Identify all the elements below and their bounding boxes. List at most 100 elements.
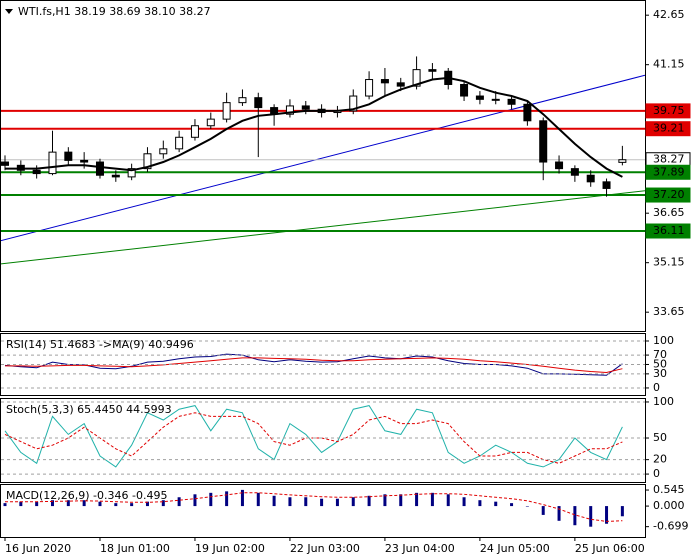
level-label: 38.27 [653,153,685,166]
panel-frame [0,484,646,538]
panel-frame [0,398,646,483]
macd-bar [462,497,466,507]
level-label-box [645,223,691,239]
signal-line [5,492,623,522]
candle-body [285,105,294,115]
candle-body [396,82,405,87]
candle-body [412,69,421,87]
candle-body [428,69,437,72]
y-tick-label: 35.15 [653,256,685,269]
y-tick-label: 0 [653,381,660,394]
x-tick-label: 22 Jun 03:00 [290,542,360,555]
macd-bar [335,498,339,507]
macd-bar [288,497,292,507]
candle-body [95,161,104,176]
macd-bar [35,501,39,507]
macd-bar [320,498,324,507]
candle-body [254,97,263,109]
macd-bar [19,501,23,507]
y-tick-label: 0 [653,467,660,480]
indicator-line [4,405,623,468]
level-label-box [645,164,691,180]
candle-body [507,98,516,105]
trendline [1,190,645,265]
macd-bar [525,506,529,507]
x-tick-label: 24 Jun 05:00 [480,542,550,555]
macd-bar [415,492,419,507]
candle-body [143,153,152,170]
y-tick-label: 100 [653,395,674,408]
candle-body [159,148,168,155]
y-tick-label: 70 [653,348,667,361]
macd-bar [256,492,260,507]
y-tick-label: -0.699 [653,520,688,533]
macd-bar [209,492,213,507]
moving-average [5,76,623,178]
level-label-box [645,103,691,119]
candle-body [586,174,595,183]
x-tick-label: 19 Jun 02:00 [195,542,265,555]
indicator-line [4,353,623,376]
macd-bar [573,506,577,526]
x-tick-label: 18 Jun 01:00 [100,542,170,555]
candle-body [491,98,500,101]
level-label-box [645,187,691,203]
candle-body [175,136,184,150]
macd-bar [193,494,197,507]
macd-bar [3,503,7,507]
candle-body [206,118,215,127]
macd-bar [399,494,403,507]
candle-body [349,95,358,112]
candle-body [238,97,247,104]
candle-body [602,181,611,189]
macd-bar [367,495,371,507]
panel-title: WTI.fs,H1 38.19 38.69 38.10 38.27 [18,5,211,18]
macd-bar [430,492,434,507]
candle-body [475,95,484,100]
candle-body [127,168,136,178]
candle-body [80,159,89,163]
y-tick-label: 20 [653,453,667,466]
level-label: 39.21 [653,122,685,135]
level-label: 36.11 [653,224,685,237]
macd-bar [304,497,308,507]
macd-bar [589,506,593,527]
y-tick-label: 42.65 [653,8,685,21]
candle-body [539,120,548,163]
price-plot [1,56,645,265]
candle-body [380,79,389,84]
y-tick-label: 100 [653,334,674,347]
macd-bar [130,503,134,507]
level-label: 37.20 [653,188,685,201]
macd-bar [66,500,70,507]
candle-body [523,103,532,122]
y-tick-label: 36.65 [653,206,685,219]
indicator-line [5,357,623,374]
level-label: 37.89 [653,165,685,178]
candle-body [32,169,41,175]
candle-body [301,105,310,110]
y-tick-label: 50 [653,357,667,370]
candle-body [48,151,57,175]
macd-bar [478,500,482,507]
trendline [1,74,645,242]
panel-title: RSI(14) 51.4683 ->MA(9) 40.9496 [6,338,194,351]
macd-bar [240,489,244,507]
macd-bar [510,503,514,507]
macd-bar [446,494,450,507]
x-tick-label: 25 Jun 06:00 [575,542,645,555]
candle-body [1,161,9,166]
menu-triangle [5,9,13,14]
macd-bar [114,503,118,507]
panel-title: Stoch(5,3,3) 65.4450 44.5993 [6,403,172,416]
y-tick-label: 41.15 [653,58,685,71]
candle-body [460,83,469,97]
panel-title: MACD(12,26,9) -0.346 -0.495 [6,489,167,502]
candle-body [555,161,564,170]
y-tick-label: 0.000 [653,499,685,512]
macd-bar [225,491,229,507]
level-label: 39.75 [653,104,685,117]
macd-bar [605,506,609,524]
